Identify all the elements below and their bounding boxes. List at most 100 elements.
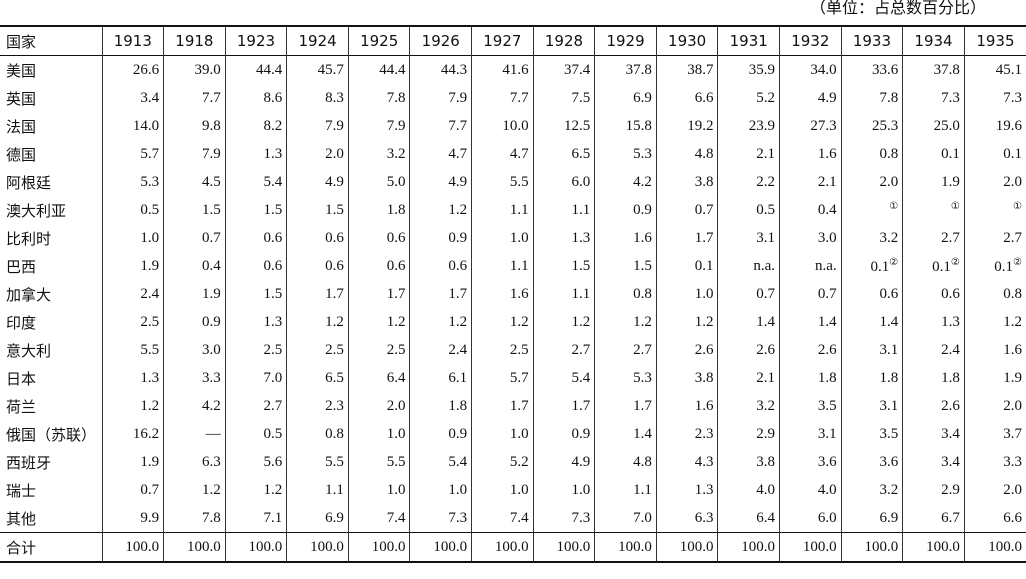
cell: 1.1: [594, 476, 657, 504]
cell: 1.3: [532, 224, 595, 252]
cell: 1.2: [963, 308, 1026, 336]
cell: 34.0: [779, 55, 842, 84]
cell: 1.8: [347, 196, 410, 224]
cell: 0.8: [840, 140, 903, 168]
cell: 100.0: [655, 532, 718, 562]
cell: 1.0: [347, 476, 410, 504]
cell: 4.5: [163, 168, 226, 196]
header-cell: 1913: [101, 26, 164, 56]
data-table: 国家 1913 1918 1923 1924 1925 1926 1927 1928 1929 19…: [0, 25, 1026, 563]
cell: 2.3: [655, 420, 718, 448]
cell: 3.0: [779, 224, 842, 252]
cell: 39.0: [163, 55, 226, 84]
cell: 1.4: [717, 308, 780, 336]
cell: 1.2: [532, 308, 595, 336]
table-row: 法国 14.0 9.8 8.2 7.9 7.9 7.7 10.0 12.5 15.8 19.2 23.…: [0, 112, 1026, 140]
cell: 7.5: [532, 84, 595, 112]
cell: 4.8: [655, 140, 718, 168]
cell: 0.9: [163, 308, 226, 336]
table-row: 澳大利亚 0.5 1.5 1.5 1.5 1.8 1.2 1.1 1.1 0.9 0.7 0.5 0.4…: [0, 196, 1026, 224]
cell: 6.9: [594, 84, 657, 112]
cell: 44.4: [224, 55, 287, 84]
table-row: 阿根廷 5.3 4.5 5.4 4.9 5.0 4.9 5.5 6.0 4.2 3.8 2.2 2.1 2…: [0, 168, 1026, 196]
cell: 8.3: [286, 84, 349, 112]
row-label: 西班牙: [6, 455, 52, 472]
cell: 3.4: [902, 448, 965, 476]
cell: 41.6: [471, 55, 534, 84]
cell: 5.4: [409, 448, 472, 476]
cell: n.a.: [779, 252, 842, 280]
cell: 0.7: [779, 280, 842, 308]
cell: 0.6: [347, 224, 410, 252]
cell: 2.4: [101, 280, 164, 308]
cell: 1.1: [471, 252, 534, 280]
cell: 3.4: [101, 84, 164, 112]
cell: 3.0: [163, 336, 226, 364]
cell: 9.9: [101, 504, 164, 533]
row-label: 法国: [6, 119, 37, 136]
cell: 6.6: [963, 504, 1026, 533]
row-label: 其他: [6, 511, 37, 528]
cell: 1.3: [224, 140, 287, 168]
table-row: 瑞士 0.7 1.2 1.2 1.1 1.0 1.0 1.0 1.0 1.1 1.3 4.0 4.0 3.…: [0, 476, 1026, 504]
cell: 7.3: [409, 504, 472, 533]
cell: 7.0: [224, 364, 287, 392]
cell: 3.2: [840, 476, 903, 504]
cell: 100.0: [594, 532, 657, 562]
cell: 0.8: [286, 420, 349, 448]
cell: 0.1②: [840, 252, 903, 280]
cell: 5.7: [101, 140, 164, 168]
cell: 3.2: [840, 224, 903, 252]
cell: 1.7: [409, 280, 472, 308]
cell: 7.8: [347, 84, 410, 112]
row-label: 澳大利亚: [6, 203, 67, 220]
cell: 5.4: [532, 364, 595, 392]
cell: 15.8: [594, 112, 657, 140]
cell: 1.1: [471, 196, 534, 224]
table-row: 荷兰 1.2 4.2 2.7 2.3 2.0 1.8 1.7 1.7 1.7 1.6 3.2 3.5 3.…: [0, 392, 1026, 420]
cell: 4.3: [655, 448, 718, 476]
cell: 1.2: [101, 392, 164, 420]
cell: 3.6: [840, 448, 903, 476]
cell: 1.2: [286, 308, 349, 336]
cell: 5.3: [101, 168, 164, 196]
footnote-mark: ①: [889, 200, 899, 212]
cell: 6.9: [840, 504, 903, 533]
cell: 0.8: [594, 280, 657, 308]
cell: 6.0: [779, 504, 842, 533]
cell: 1.9: [101, 448, 164, 476]
cell: 2.9: [902, 476, 965, 504]
cell: 0.7: [717, 280, 780, 308]
cell-value: 0.1: [870, 258, 890, 275]
row-label: 阿根廷: [6, 175, 52, 192]
cell: 3.1: [717, 224, 780, 252]
cell: 7.1: [224, 504, 287, 533]
cell: 100.0: [163, 532, 226, 562]
cell: 1.2: [655, 308, 718, 336]
table-row: 俄国（苏联） 16.2—0.5 0.8 1.0 0.9 1.0 0.9 1.4 2.3 2.9 3.…: [0, 420, 1026, 448]
cell: 16.2: [101, 420, 164, 448]
cell: 1.4: [840, 308, 903, 336]
cell: 1.0: [409, 476, 472, 504]
cell: 5.5: [286, 448, 349, 476]
row-label: 日本: [6, 371, 37, 388]
cell: 5.6: [224, 448, 287, 476]
cell: 35.9: [717, 55, 780, 84]
table-row: 意大利 5.5 3.0 2.5 2.5 2.5 2.4 2.5 2.7 2.7 2.6 2.6 2.6 3…: [0, 336, 1026, 364]
cell: 4.7: [409, 140, 472, 168]
table-row: 加拿大 2.4 1.9 1.5 1.7 1.7 1.7 1.6 1.1 0.8 1.0 0.7 0.7 0…: [0, 280, 1026, 308]
table-row: 合计 100.0 100.0 100.0 100.0 100.0 100.0 100.0 100…: [0, 532, 1026, 562]
header-cell: 1926: [409, 26, 472, 56]
cell: 25.3: [840, 112, 903, 140]
cell: 45.1: [963, 55, 1026, 84]
cell: 2.5: [224, 336, 287, 364]
cell: 0.6: [224, 224, 287, 252]
cell: 1.8: [902, 364, 965, 392]
cell: 1.8: [779, 364, 842, 392]
cell: 19.6: [963, 112, 1026, 140]
cell: 2.5: [286, 336, 349, 364]
cell: 1.6: [963, 336, 1026, 364]
cell: 1.7: [347, 280, 410, 308]
table-row: 英国 3.4 7.7 8.6 8.3 7.8 7.9 7.7 7.5 6.9 6.6 5.2 4.9 7.…: [0, 84, 1026, 112]
